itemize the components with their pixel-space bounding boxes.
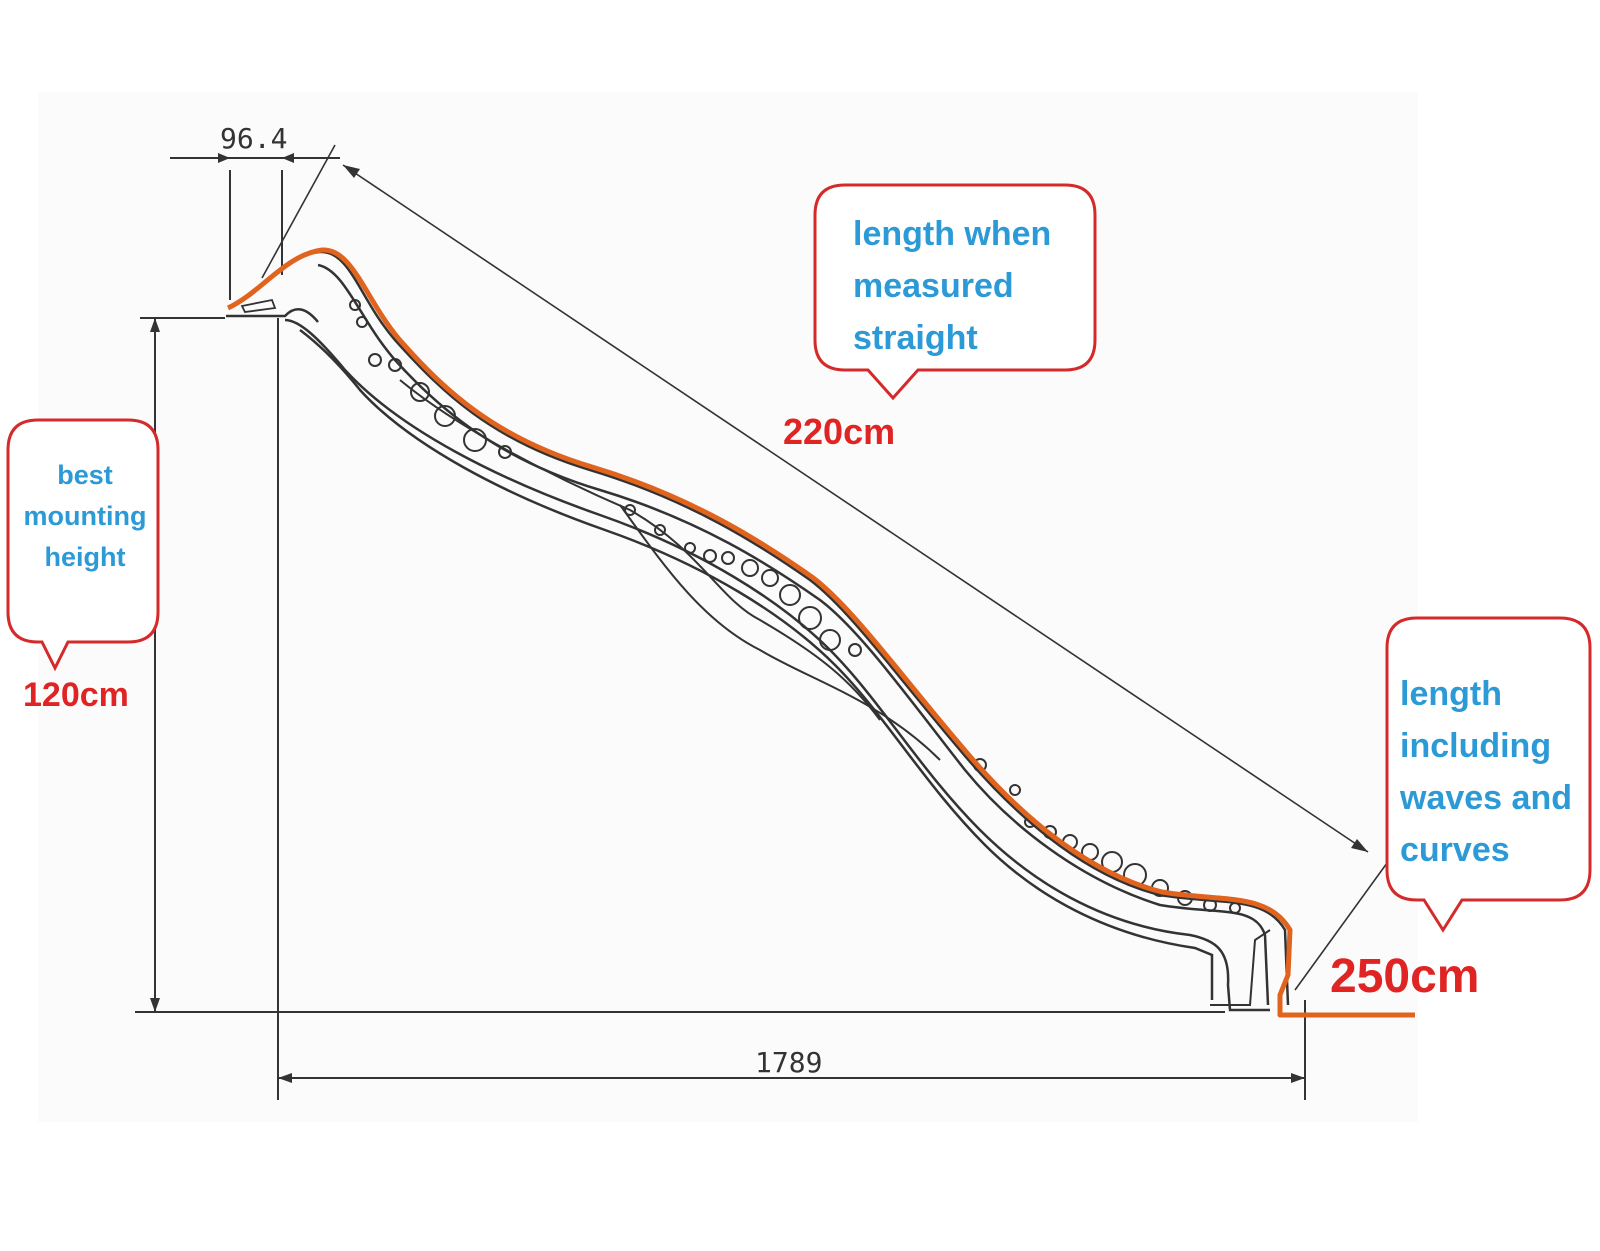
slide-cross-rail: [399, 379, 881, 721]
callout-curved-line-4: curves: [1400, 831, 1510, 869]
callout-curved-line-3: waves and: [1399, 779, 1572, 817]
bubble: [356, 316, 368, 328]
slide-start-lip: [240, 298, 277, 313]
arrow-height-top: [150, 318, 160, 332]
callout-straight-line-2: measured: [853, 267, 1014, 305]
slide-inner-rail: [317, 263, 1270, 1006]
straight-length-value: 220cm: [783, 411, 895, 452]
bubble: [1009, 784, 1021, 796]
bubble: [654, 524, 666, 536]
callout-straight-bubble: [813, 183, 1097, 401]
bubble: [779, 584, 801, 606]
curved-length-value: 250cm: [1330, 950, 1479, 1003]
mounting-height-value: 120cm: [23, 676, 129, 714]
bubble: [684, 542, 696, 554]
arrow-base-left: [278, 1073, 292, 1083]
callout-height-line-1: best: [57, 460, 113, 490]
bubble: [848, 643, 862, 657]
bubble: [434, 405, 456, 427]
slide-bubbles: [349, 299, 1241, 914]
arrow-straight-bottom: [1351, 839, 1368, 852]
drawing-background: [38, 92, 1418, 1122]
bubble: [721, 551, 735, 565]
callout-curved-line-1: length: [1400, 675, 1502, 713]
straight-ext-bottom: [1294, 851, 1396, 991]
base-length-value: 1789: [755, 1046, 822, 1079]
bubble: [624, 504, 636, 516]
bubble: [798, 606, 822, 630]
straight-ext-top: [261, 144, 336, 279]
callout-straight-line-3: straight: [853, 319, 978, 357]
callout-curved: length including waves and curves: [1385, 616, 1592, 933]
top-width-value: 96.4: [220, 122, 287, 155]
bubble: [1229, 902, 1241, 914]
slide-start-platform: [226, 308, 319, 323]
callout-straight-line-1: length when: [853, 215, 1051, 253]
bubble: [410, 382, 430, 402]
callout-height-line-3: height: [45, 542, 126, 572]
slide-bottom-rail-inner: [299, 329, 1214, 1000]
callout-curved-line-2: including: [1400, 727, 1551, 765]
straight-length-line: [342, 164, 1369, 853]
arrowheads: [150, 153, 1368, 1083]
bubble: [463, 428, 487, 452]
bubble: [349, 299, 361, 311]
callout-straight: length when measured straight: [813, 183, 1097, 401]
bubble: [368, 353, 382, 367]
slide-cross-rail-2: [619, 504, 941, 761]
arrow-straight-top: [343, 165, 360, 178]
arrow-height-bottom: [150, 998, 160, 1012]
bubble: [741, 559, 759, 577]
curved-length-highlight: [226, 247, 1415, 1018]
callout-curved-bubble: [1385, 616, 1592, 933]
callout-height-line-2: mounting: [24, 501, 147, 531]
bubble: [498, 445, 512, 459]
arrow-top-left: [218, 153, 230, 163]
arrow-base-right: [1291, 1073, 1305, 1083]
arrow-top-right: [282, 153, 294, 163]
bubble: [703, 549, 717, 563]
callout-height: best mounting height: [6, 418, 160, 672]
bubble: [388, 358, 402, 372]
bubble: [761, 569, 779, 587]
bubble: [819, 629, 841, 651]
callout-height-bubble: [6, 418, 160, 672]
slide-exit-lip: [1210, 929, 1271, 1006]
